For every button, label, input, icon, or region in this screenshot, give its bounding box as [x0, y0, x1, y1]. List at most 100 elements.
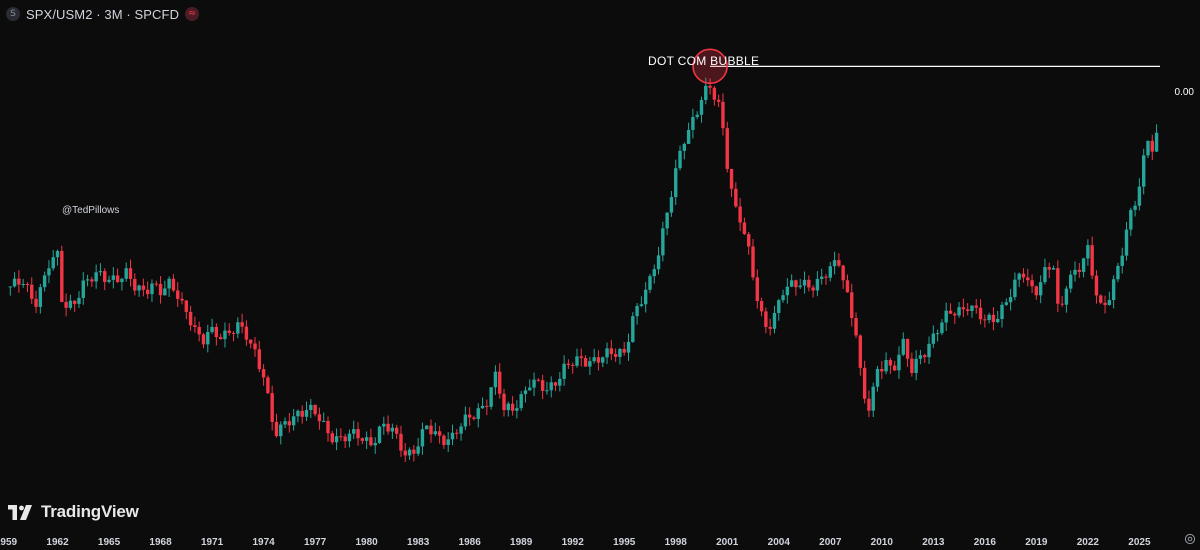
candle-up [815, 278, 820, 291]
candle-down [734, 188, 738, 207]
candle-up [304, 410, 309, 417]
candle-down [1099, 295, 1103, 303]
candle-up [532, 379, 536, 388]
candle-down [287, 421, 292, 426]
candle-up [691, 116, 695, 130]
candle-up [695, 114, 699, 117]
candle-up [618, 349, 622, 357]
candle-up [802, 279, 807, 286]
candle-down [991, 314, 996, 323]
candle-up [81, 280, 85, 298]
candle-up [416, 446, 420, 454]
x-axis: 1959 1962 1965 1968 1971 1974 1977 1980 1983 1986… [0, 537, 1151, 548]
candle-up [1133, 205, 1137, 210]
candle-up [42, 275, 47, 288]
candle-up [1038, 282, 1043, 296]
wave-flag-icon[interactable]: ≈ [185, 7, 200, 21]
candle-up [334, 436, 339, 443]
candle-down [343, 436, 347, 442]
symbol-circle-icon[interactable]: S [6, 7, 20, 21]
candle-up [678, 150, 682, 169]
candle-up [1107, 300, 1112, 305]
candle-up [528, 387, 532, 391]
candle-down [180, 298, 184, 301]
candle-up [120, 278, 124, 283]
x-tick-label: 1980 [356, 537, 379, 548]
candle-up [549, 382, 553, 391]
gear-icon[interactable] [1184, 533, 1196, 545]
candle-down [965, 309, 970, 311]
candle-down [270, 393, 274, 422]
tradingview-mark-icon [8, 504, 32, 520]
candle-up [210, 326, 214, 333]
candle-up [996, 318, 1000, 323]
candle-down [1060, 303, 1064, 305]
candle-down [540, 380, 545, 391]
candle-down [583, 358, 588, 367]
candle-down [429, 425, 433, 435]
candle-up [798, 285, 802, 288]
candle-down [133, 278, 137, 291]
candle-down [115, 275, 120, 283]
candle-down [841, 265, 845, 281]
candle-down [103, 271, 107, 282]
highlight-circle [692, 48, 728, 85]
x-tick-label: 1974 [252, 537, 275, 548]
candle-down [502, 393, 506, 411]
x-tick-label: 1986 [459, 537, 482, 548]
candle-up [1043, 267, 1047, 283]
candle-down [923, 355, 927, 358]
chart-title[interactable]: SPX/USM2 · 3M · SPCFD [26, 6, 180, 22]
candle-down [356, 429, 360, 439]
candle-down [1047, 267, 1051, 270]
candle-down [412, 449, 416, 454]
candle-down [214, 326, 219, 338]
candle-down [34, 298, 38, 307]
candle-down [360, 438, 365, 441]
candle-down [729, 168, 734, 189]
candle-down [176, 290, 180, 299]
candle-down [90, 279, 94, 282]
candle-down [536, 379, 541, 381]
candle-up [871, 386, 875, 411]
candle-down [622, 349, 626, 353]
candle-up [643, 289, 648, 305]
candle-up [605, 348, 609, 358]
candle-up [236, 322, 240, 334]
candle-down [154, 283, 158, 285]
candle-up [944, 310, 948, 323]
candle-up [463, 414, 468, 427]
candle-down [1056, 268, 1060, 304]
candle-up [562, 363, 566, 379]
tradingview-logo[interactable]: TradingView [8, 502, 139, 522]
candle-down [725, 128, 729, 169]
candle-up [47, 268, 51, 276]
candle-up [957, 307, 961, 316]
candle-down [231, 332, 236, 334]
candle-up [8, 286, 12, 288]
x-tick-label: 1968 [149, 537, 172, 548]
candle-down [553, 382, 558, 386]
candle-down [880, 368, 884, 372]
candle-up [1146, 140, 1150, 156]
candle-up [1008, 297, 1013, 303]
x-tick-label: 2004 [768, 537, 791, 548]
candle-down [845, 280, 850, 293]
x-tick-label: 2016 [974, 537, 997, 548]
candle-down [326, 420, 330, 434]
candle-up [674, 168, 678, 198]
candle-down [862, 367, 867, 399]
level-price-label: 0.00 [1174, 87, 1194, 98]
candle-down [244, 326, 249, 340]
candle-up [940, 322, 944, 334]
candle-up [575, 356, 579, 366]
candle-down [892, 365, 897, 371]
candle-down [442, 435, 446, 445]
candle-down [983, 319, 987, 321]
candle-up [639, 304, 644, 306]
candle-up [626, 341, 631, 353]
candle-down [158, 283, 163, 296]
candle-up [206, 332, 210, 345]
candle-up [652, 269, 656, 277]
